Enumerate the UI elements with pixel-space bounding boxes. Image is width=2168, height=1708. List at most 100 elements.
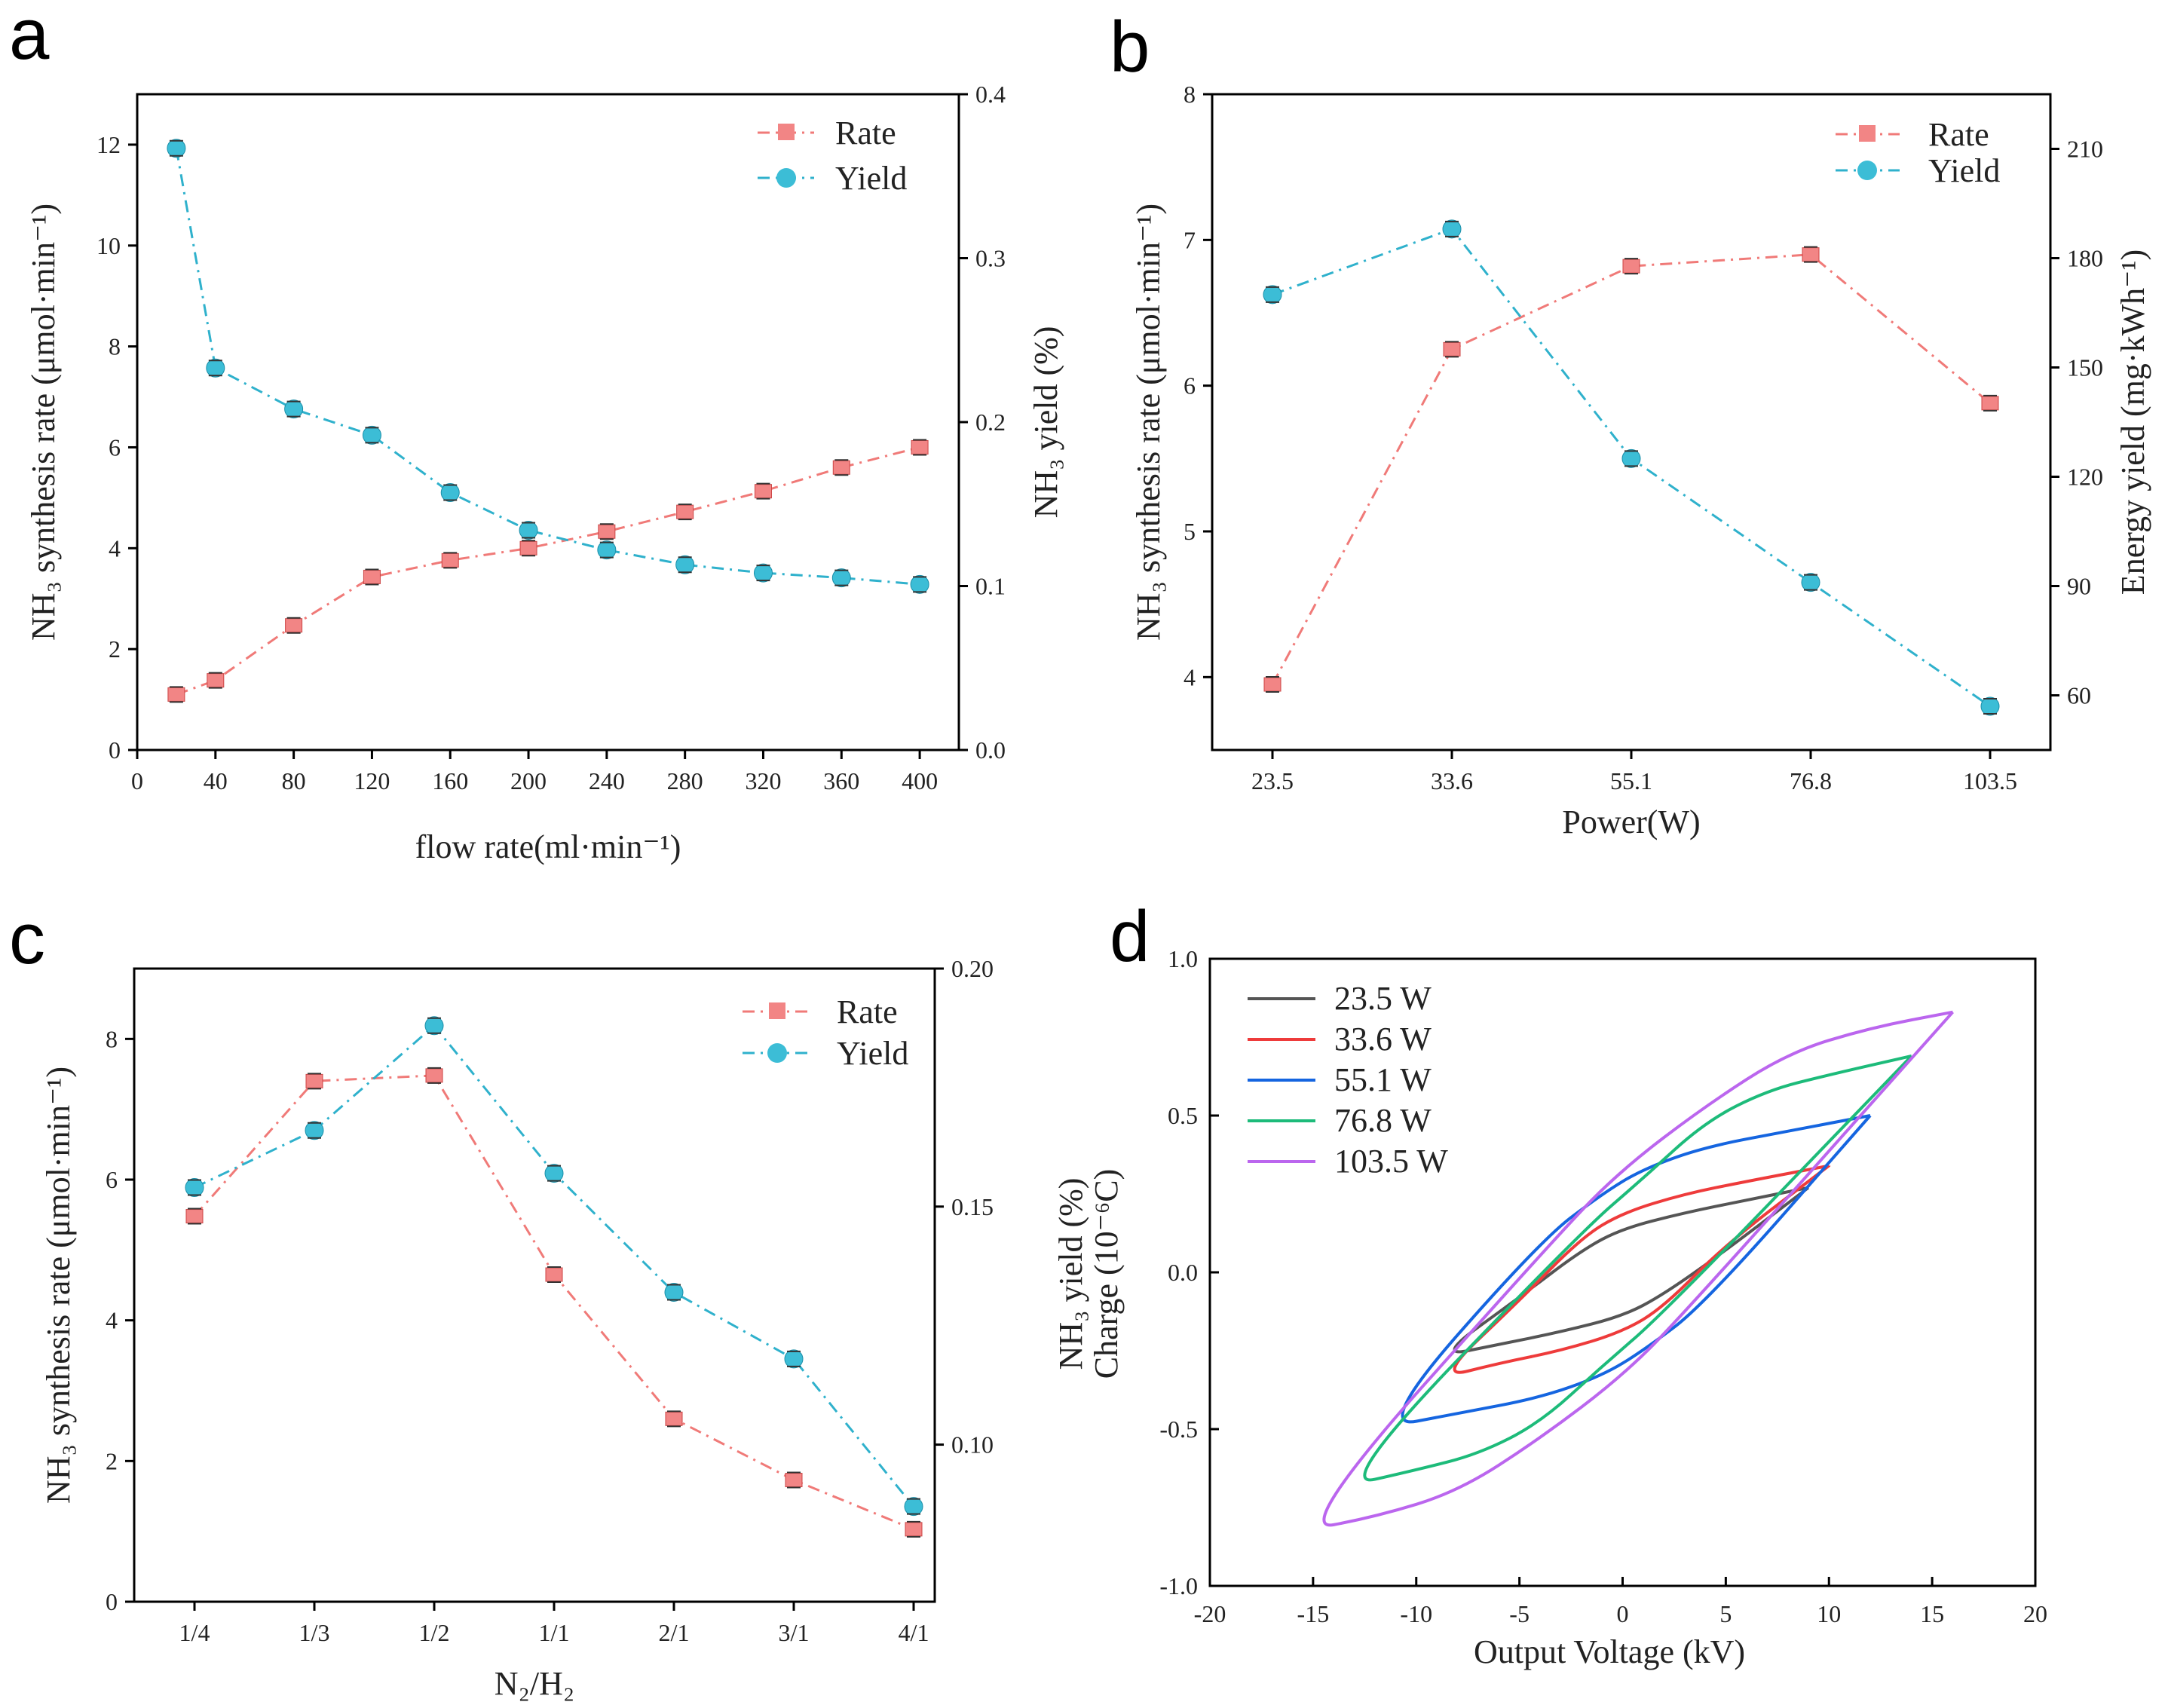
panel-c-frame [133, 967, 936, 1603]
yield-point [206, 358, 225, 378]
rate-point [519, 540, 537, 556]
x-tick-label: 103.5 [1963, 767, 2017, 794]
rate-point [598, 524, 616, 539]
y-left-tick-label: 2 [109, 635, 121, 663]
yield-point [597, 540, 617, 560]
legend-label-yield-c: Yield [837, 1035, 908, 1072]
panel-c-chart: N₂/H₂ NH₃ synthesis rate (μmol·min⁻¹) 1/… [40, 955, 994, 1702]
x-tick-label: 280 [667, 767, 703, 794]
legend-label-4: 103.5 W [1334, 1143, 1448, 1180]
x-tick-label: 4/1 [899, 1619, 929, 1646]
yield-series-line [175, 148, 920, 586]
yield-point [1801, 573, 1820, 592]
panel-c-x-axis-title: N₂/H₂ [495, 1665, 574, 1702]
rate-point [1802, 247, 1820, 262]
x-tick-label: -5 [1509, 1600, 1530, 1627]
x-tick-label: 240 [589, 767, 625, 794]
legend-label-rate-c: Rate [837, 993, 898, 1030]
panel-d-y-axis-title: Charge (10⁻⁶C) [1088, 1169, 1125, 1379]
yield-point [1621, 448, 1641, 468]
legend-yield-marker-c [767, 1043, 787, 1063]
x-tick-label: 55.1 [1610, 767, 1652, 794]
rate-point [754, 484, 772, 499]
legend-label-yield-b: Yield [1928, 152, 2000, 189]
y-left-tick-label: 6 [109, 433, 121, 461]
panel-b-y-left-title: NH₃ synthesis rate (μmol·min⁻¹) [1130, 204, 1167, 641]
rate-point [305, 1073, 323, 1088]
x-tick-label: 0 [131, 767, 143, 794]
y-tick-label: 1.0 [1168, 945, 1198, 972]
y-left-tick-label: 7 [1184, 226, 1196, 253]
x-tick-label: 400 [902, 767, 938, 794]
x-tick-label: -15 [1297, 1600, 1330, 1627]
x-tick-label: 76.8 [1790, 767, 1832, 794]
panel-d-legend: 23.5 W 33.6 W55.1 W 76.8 W 103.5 W [1248, 980, 1448, 1180]
legend-rate-marker-b [1859, 125, 1876, 142]
x-tick-label: 1/3 [299, 1619, 330, 1646]
yield-point [284, 399, 304, 419]
y-tick-label: -0.5 [1159, 1416, 1198, 1443]
x-tick-label: 160 [432, 767, 468, 794]
panel-c-legend: Rate Yield [743, 993, 908, 1072]
x-tick-label: -20 [1194, 1600, 1226, 1627]
x-tick-label: 0 [1617, 1600, 1629, 1627]
y-left-tick-label: 10 [96, 232, 121, 259]
rate-point [545, 1267, 563, 1282]
x-tick-label: 2/1 [659, 1619, 690, 1646]
legend-label-rate-b: Rate [1928, 116, 1989, 153]
rate-point [676, 504, 694, 519]
x-tick-label: 1/4 [179, 1619, 210, 1646]
y-right-tick-label: 0.4 [975, 81, 1006, 108]
legend-label-3: 76.8 W [1334, 1102, 1432, 1139]
legend-label-1: 33.6 W [1334, 1021, 1432, 1058]
y-right-tick-label: 0.1 [975, 573, 1006, 600]
rate-point [425, 1068, 443, 1083]
y-right-tick-label: 90 [2067, 573, 2091, 600]
y-right-tick-label: 150 [2067, 354, 2103, 381]
rate-point [185, 1209, 204, 1224]
rate-point [1263, 677, 1282, 692]
rate-point [665, 1411, 683, 1426]
x-tick-label: 1/1 [539, 1619, 570, 1646]
panel-c-letter: c [9, 898, 45, 979]
rate-point [785, 1473, 803, 1488]
y-left-tick-label: 0 [109, 736, 121, 764]
rate-point [167, 687, 185, 702]
rate-point [441, 552, 459, 568]
legend-yield-marker-b [1857, 161, 1877, 180]
rate-point [285, 618, 303, 633]
yield-point [185, 1178, 204, 1198]
x-tick-label: 40 [204, 767, 228, 794]
x-tick-label: 200 [510, 767, 547, 794]
yield-point [904, 1497, 923, 1517]
rate-series-line [1271, 253, 1991, 685]
rate-point [1981, 396, 1999, 411]
yield-point [305, 1121, 324, 1140]
x-tick-label: 80 [282, 767, 306, 794]
yield-point [167, 139, 186, 158]
yield-point [1263, 285, 1282, 305]
yield-point [910, 574, 929, 594]
x-tick-label: 120 [354, 767, 390, 794]
yield-point [1442, 219, 1462, 239]
yield-point [784, 1349, 804, 1369]
yield-point [831, 568, 851, 588]
panel-d-x-axis-title: Output Voltage (kV) [1474, 1633, 1745, 1670]
y-left-tick-label: 5 [1184, 518, 1196, 545]
panel-b-x-axis-title: Power(W) [1562, 803, 1700, 840]
x-tick-label: 320 [745, 767, 781, 794]
legend-label-rate-a: Rate [835, 115, 896, 152]
x-tick-label: 1/2 [419, 1619, 450, 1646]
x-tick-label: 5 [1719, 1600, 1732, 1627]
y-right-tick-label: 210 [2067, 136, 2103, 163]
panel-b-letter: b [1110, 7, 1150, 87]
x-tick-label: 15 [1920, 1600, 1944, 1627]
yield-point [753, 563, 773, 583]
rate-series-line [176, 446, 920, 696]
panel-a-y-right-title: NH₃ yield (%) [1027, 326, 1064, 519]
y-left-tick-label: 0 [106, 1588, 118, 1615]
y-tick-label: -1.0 [1159, 1572, 1198, 1599]
rate-point [1622, 259, 1640, 274]
y-right-tick-label: 120 [2067, 464, 2103, 491]
